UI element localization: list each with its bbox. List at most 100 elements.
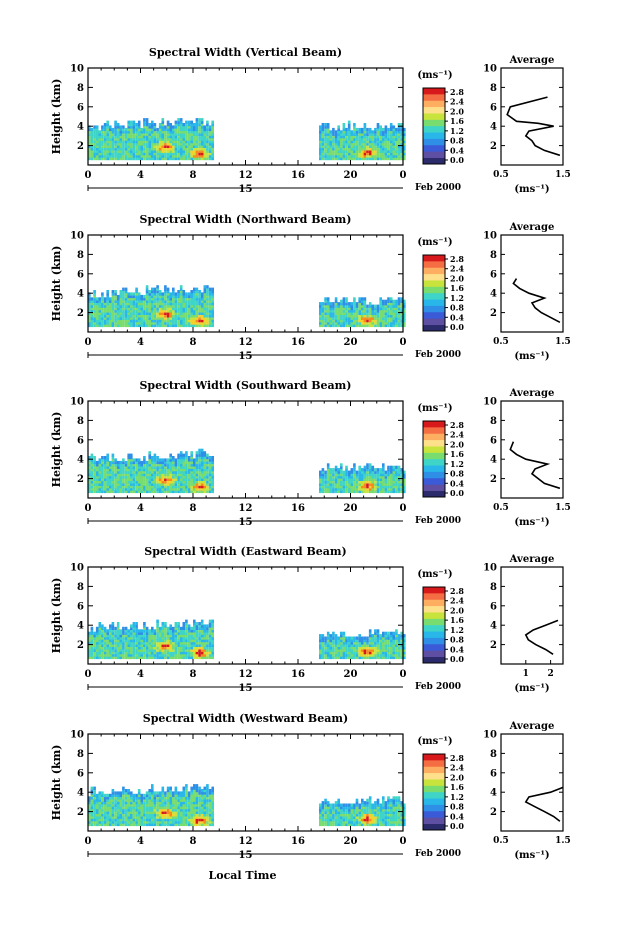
heatmap-cell xyxy=(203,641,207,645)
heatmap-cell xyxy=(384,319,388,323)
average-x-tick-label: 0.5 xyxy=(493,170,509,180)
heatmap-cell xyxy=(340,655,343,660)
heatmap-cell xyxy=(106,311,109,315)
heatmap-cell xyxy=(177,636,180,640)
heatmap-cell xyxy=(158,646,162,650)
heatmap-cell xyxy=(179,463,183,467)
heatmap-cell xyxy=(93,643,96,647)
heatmap-cell xyxy=(340,487,343,491)
heatmap-cell xyxy=(200,314,204,318)
heatmap-cell xyxy=(153,456,157,460)
heatmap-cell xyxy=(116,648,120,652)
colorbar-swatch xyxy=(423,119,445,127)
heatmap-cell xyxy=(376,130,380,134)
heatmap-cell xyxy=(203,144,207,148)
heatmap-cell xyxy=(132,304,136,308)
heatmap-cell xyxy=(161,120,165,124)
heatmap-cell xyxy=(211,123,214,127)
heatmap-cell xyxy=(127,470,130,474)
heatmap-cell xyxy=(321,634,325,638)
heatmap-cell xyxy=(371,319,375,323)
heatmap-cell xyxy=(382,149,385,153)
heatmap-cell xyxy=(206,460,209,465)
heatmap-cell xyxy=(193,142,196,146)
heatmap-cell xyxy=(101,152,104,156)
heatmap-cell xyxy=(161,154,165,158)
heatmap-cell xyxy=(114,470,117,474)
heatmap-cell xyxy=(158,297,162,301)
heatmap-cell xyxy=(174,307,178,311)
heatmap-cell xyxy=(119,157,123,161)
heatmap-cell xyxy=(319,137,322,141)
heatmap-cell xyxy=(206,321,209,325)
heatmap-cell xyxy=(389,127,393,132)
heatmap-cell xyxy=(132,641,136,645)
heatmap-cell xyxy=(324,655,327,660)
heatmap-cell xyxy=(106,316,109,320)
heatmap-cell xyxy=(127,135,130,139)
heatmap-cell xyxy=(200,157,204,161)
heatmap-cell xyxy=(116,473,120,477)
heatmap-cell xyxy=(172,323,175,328)
heatmap-cell xyxy=(334,646,338,650)
heatmap-cell xyxy=(182,453,186,457)
colorbar-tick-label: 0.4 xyxy=(450,145,464,155)
heatmap-cell xyxy=(156,304,159,308)
heatmap-cell xyxy=(361,157,364,161)
heatmap-cell xyxy=(389,316,393,320)
heatmap-cell xyxy=(166,127,170,132)
heatmap-cell xyxy=(203,297,207,301)
heatmap-cell xyxy=(166,639,170,643)
heatmap-cell xyxy=(366,304,369,308)
heatmap-cell xyxy=(172,125,175,129)
heatmap-cell xyxy=(143,142,146,146)
heatmap-cell xyxy=(166,120,170,124)
heatmap-cell xyxy=(135,123,138,127)
heatmap-cell xyxy=(145,294,149,299)
heatmap-cell xyxy=(122,147,125,151)
heatmap-cell xyxy=(384,482,388,486)
heatmap-cell xyxy=(400,149,403,153)
heatmap-cell xyxy=(93,791,96,795)
average-x-tick-label: 0.5 xyxy=(493,503,509,513)
heatmap-cell xyxy=(93,125,96,129)
heatmap-cell xyxy=(206,651,209,655)
heatmap-cell xyxy=(122,304,125,308)
heatmap-cell xyxy=(366,140,369,144)
heatmap-cell xyxy=(334,299,338,303)
heatmap-cell xyxy=(140,480,144,484)
heatmap-cell xyxy=(111,463,115,467)
heatmap-cell xyxy=(379,130,382,134)
heatmap-cell xyxy=(88,806,91,810)
heatmap-cell xyxy=(185,323,188,328)
heatmap-cell xyxy=(345,147,348,151)
heatmap-cell xyxy=(135,316,138,320)
heatmap-cell xyxy=(88,132,91,136)
heatmap-cell xyxy=(206,465,209,469)
heatmap-cell xyxy=(101,815,104,819)
heatmap-cell xyxy=(400,309,403,313)
x-tick-label: 8 xyxy=(190,337,197,348)
heatmap-cell xyxy=(135,147,138,151)
heatmap-cell xyxy=(187,299,191,303)
heatmap-cell xyxy=(98,135,102,139)
heatmap-cell xyxy=(350,307,354,311)
heatmap-cell xyxy=(211,125,214,129)
heatmap-cell xyxy=(145,132,149,136)
heatmap-cell xyxy=(88,316,91,320)
heatmap-cell xyxy=(347,137,351,141)
heatmap-cell xyxy=(109,314,112,318)
heatmap-cell xyxy=(208,489,212,494)
heatmap-cell xyxy=(98,475,102,479)
heatmap-cell xyxy=(198,323,201,328)
heatmap-cell xyxy=(368,643,372,647)
heatmap-cell xyxy=(114,651,117,655)
heatmap-cell xyxy=(101,820,104,824)
heatmap-cell xyxy=(329,147,333,151)
heatmap-cell xyxy=(116,460,120,465)
heatmap-cell xyxy=(148,299,151,303)
heatmap-cell xyxy=(88,477,91,481)
heatmap-cell xyxy=(177,475,180,479)
heatmap-cell xyxy=(161,463,165,467)
